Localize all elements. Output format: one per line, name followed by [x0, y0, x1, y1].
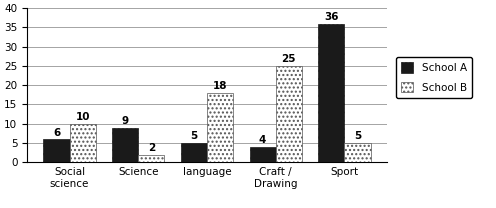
Bar	[181, 143, 207, 162]
Bar	[249, 147, 276, 162]
Bar	[44, 139, 69, 162]
Text: 36: 36	[324, 12, 339, 22]
Bar	[207, 93, 233, 162]
Text: 9: 9	[122, 116, 129, 126]
Bar	[69, 124, 96, 162]
Legend: School A, School B: School A, School B	[396, 57, 472, 98]
Bar	[112, 128, 138, 162]
Text: 18: 18	[213, 81, 227, 91]
Text: 4: 4	[259, 135, 266, 145]
Text: 5: 5	[354, 131, 361, 141]
Bar	[276, 66, 302, 162]
Text: 10: 10	[75, 112, 90, 122]
Text: 2: 2	[148, 143, 155, 153]
Text: 5: 5	[190, 131, 197, 141]
Bar	[318, 24, 344, 162]
Bar	[344, 143, 371, 162]
Text: 25: 25	[282, 54, 296, 64]
Bar	[138, 155, 164, 162]
Text: 6: 6	[53, 128, 60, 137]
